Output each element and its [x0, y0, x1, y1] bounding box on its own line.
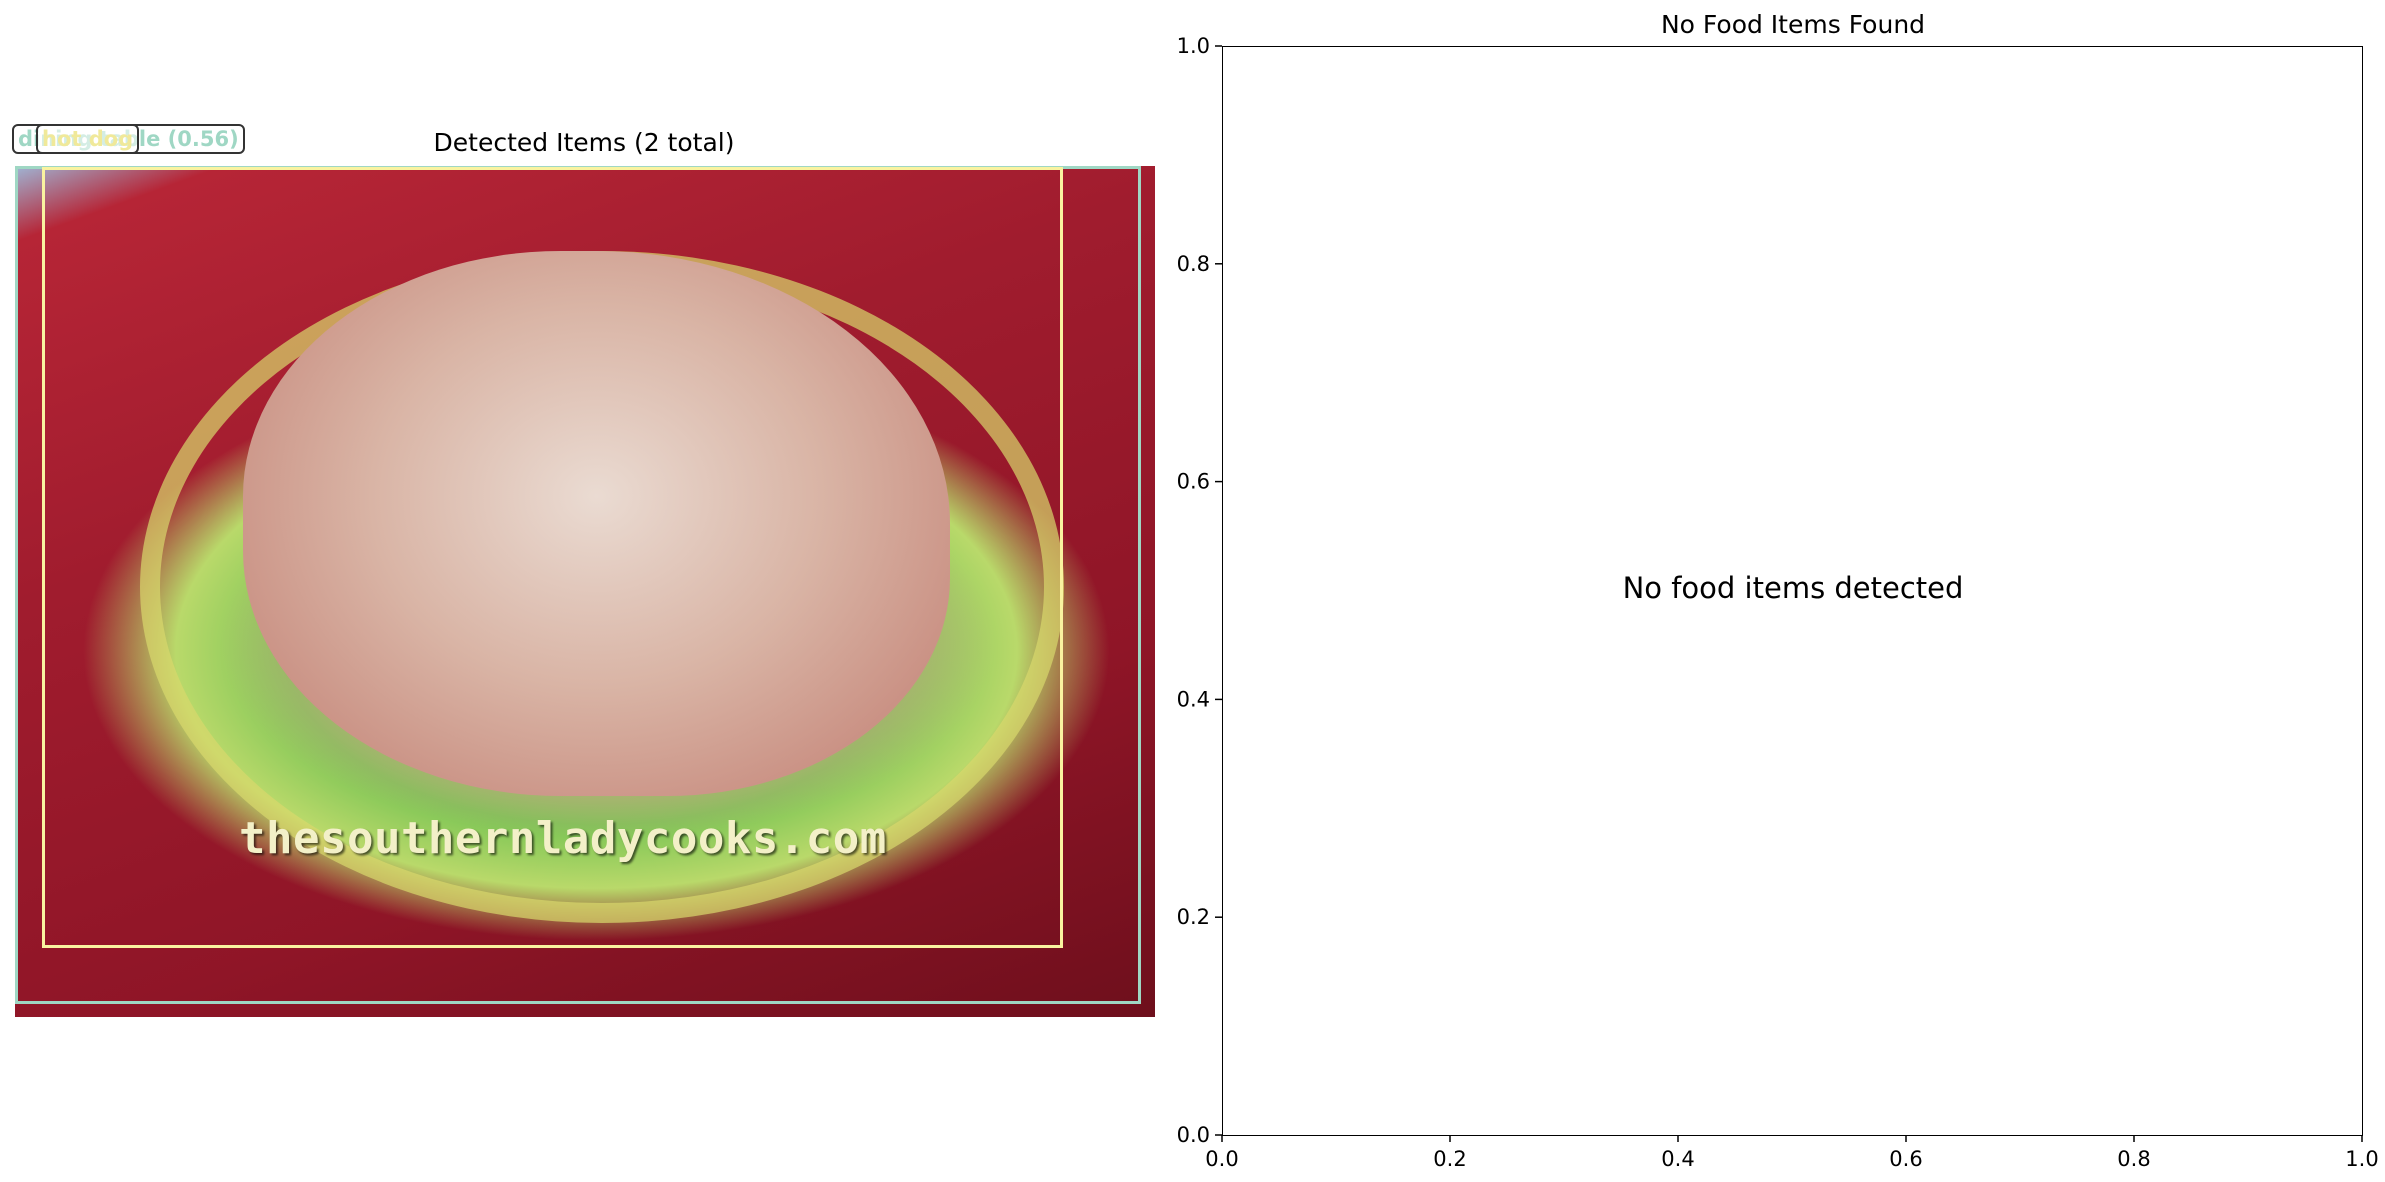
detected-items-title: Detected Items (2 total) [433, 128, 735, 157]
hot-dog-label: hot dog [36, 124, 140, 154]
y-tick-label: 0.0 [1177, 1123, 1210, 1147]
y-tick-label: 1.0 [1177, 34, 1210, 58]
chart-title: No Food Items Found [1660, 10, 1926, 39]
y-tick-label: 0.2 [1177, 905, 1210, 929]
y-tick-label: 0.8 [1177, 252, 1210, 276]
salad [243, 251, 950, 796]
no-data-annotation: No food items detected [1622, 571, 1964, 605]
x-tick-label: 1.0 [2345, 1147, 2378, 1171]
y-tick-label: 0.4 [1177, 687, 1210, 711]
food-photo: thesouthernladycooks.com [15, 166, 1155, 1017]
x-tick-label: 0.4 [1661, 1147, 1694, 1171]
hot-dog-bounding-box [42, 167, 1063, 948]
x-tick-label: 0.2 [1433, 1147, 1466, 1171]
x-tick-label: 0.8 [2117, 1147, 2150, 1171]
plot-area [1222, 46, 2363, 1136]
y-tick-label: 0.6 [1177, 470, 1210, 494]
x-tick-label: 0.6 [1889, 1147, 1922, 1171]
photo-watermark: thesouthernladycooks.com [239, 813, 887, 864]
x-tick-label: 0.0 [1205, 1147, 1238, 1171]
